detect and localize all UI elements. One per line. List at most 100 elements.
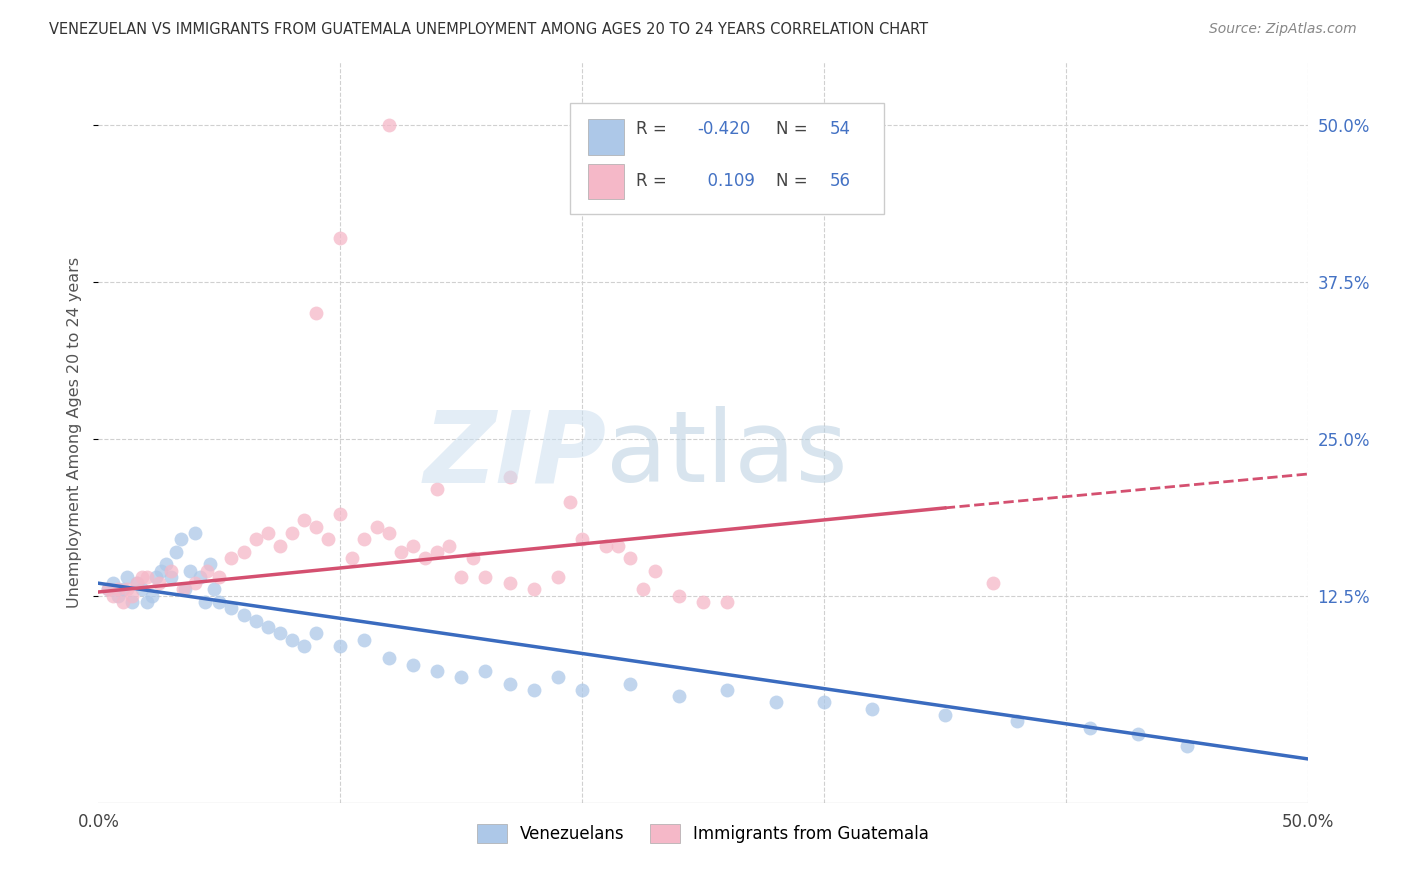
Point: [208, 570, 231, 584]
Point: [256, 620, 278, 634]
Point: [329, 507, 352, 521]
Point: [366, 520, 388, 534]
Point: [558, 494, 581, 508]
Point: [377, 526, 399, 541]
Point: [172, 582, 194, 597]
Point: [101, 589, 124, 603]
Point: [141, 589, 163, 603]
Point: [145, 570, 167, 584]
Point: [232, 607, 254, 622]
Point: [1128, 727, 1150, 741]
Point: [169, 533, 191, 547]
Point: [256, 526, 278, 541]
Point: [716, 682, 738, 697]
Point: [174, 582, 197, 597]
Point: [184, 526, 207, 541]
Point: [377, 651, 399, 665]
Point: [619, 551, 641, 566]
Point: [498, 676, 520, 690]
Point: [607, 539, 630, 553]
FancyBboxPatch shape: [588, 120, 624, 155]
Point: [160, 564, 183, 578]
Point: [450, 570, 472, 584]
Point: [1078, 721, 1101, 735]
Point: [198, 558, 221, 572]
Point: [107, 589, 129, 603]
Y-axis label: Unemployment Among Ages 20 to 24 years: Unemployment Among Ages 20 to 24 years: [67, 257, 83, 608]
Point: [179, 564, 201, 578]
Point: [389, 545, 412, 559]
Point: [353, 632, 375, 647]
Point: [402, 657, 425, 672]
Point: [184, 576, 207, 591]
Point: [402, 539, 425, 553]
Point: [121, 589, 143, 603]
Point: [148, 576, 170, 591]
Point: [281, 526, 304, 541]
Point: [668, 589, 690, 603]
Point: [668, 689, 690, 703]
Point: [127, 576, 149, 591]
Point: [316, 533, 339, 547]
Text: VENEZUELAN VS IMMIGRANTS FROM GUATEMALA UNEMPLOYMENT AMONG AGES 20 TO 24 YEARS C: VENEZUELAN VS IMMIGRANTS FROM GUATEMALA …: [49, 22, 928, 37]
Point: [765, 695, 787, 709]
Point: [1175, 739, 1198, 754]
Point: [860, 701, 883, 715]
Point: [631, 582, 654, 597]
Point: [150, 564, 173, 578]
Point: [692, 595, 714, 609]
Point: [208, 595, 231, 609]
FancyBboxPatch shape: [588, 164, 624, 200]
Point: [619, 676, 641, 690]
Point: [437, 539, 460, 553]
Point: [498, 469, 520, 483]
Point: [281, 632, 304, 647]
Point: [97, 582, 120, 597]
Text: R =: R =: [637, 120, 672, 138]
Point: [329, 231, 352, 245]
Point: [644, 564, 666, 578]
Point: [474, 570, 496, 584]
Point: [981, 576, 1004, 591]
Point: [204, 582, 226, 597]
Point: [571, 533, 593, 547]
Point: [329, 639, 352, 653]
Point: [111, 595, 134, 609]
Point: [426, 545, 449, 559]
Point: [523, 682, 546, 697]
Point: [595, 539, 617, 553]
Text: -0.420: -0.420: [697, 120, 751, 138]
Point: [135, 595, 157, 609]
Text: 56: 56: [830, 172, 851, 190]
Point: [292, 639, 315, 653]
Point: [474, 664, 496, 678]
Text: Source: ZipAtlas.com: Source: ZipAtlas.com: [1209, 22, 1357, 37]
Point: [97, 582, 120, 597]
Point: [221, 551, 243, 566]
Point: [426, 482, 449, 496]
Point: [194, 595, 217, 609]
Point: [135, 570, 157, 584]
Point: [716, 595, 738, 609]
FancyBboxPatch shape: [569, 103, 884, 214]
Point: [450, 670, 472, 684]
Point: [463, 551, 485, 566]
Text: atlas: atlas: [606, 407, 848, 503]
Legend: Venezuelans, Immigrants from Guatemala: Venezuelans, Immigrants from Guatemala: [470, 817, 936, 850]
Point: [127, 576, 149, 591]
Text: 54: 54: [830, 120, 851, 138]
Text: N =: N =: [776, 120, 813, 138]
Point: [353, 533, 375, 547]
Point: [131, 570, 153, 584]
Point: [377, 118, 399, 132]
Point: [934, 708, 956, 723]
Point: [269, 626, 291, 640]
Point: [523, 582, 546, 597]
Point: [305, 306, 328, 320]
Point: [165, 545, 187, 559]
Point: [245, 614, 267, 628]
Point: [305, 520, 328, 534]
Point: [426, 664, 449, 678]
Point: [155, 558, 177, 572]
Point: [269, 539, 291, 553]
